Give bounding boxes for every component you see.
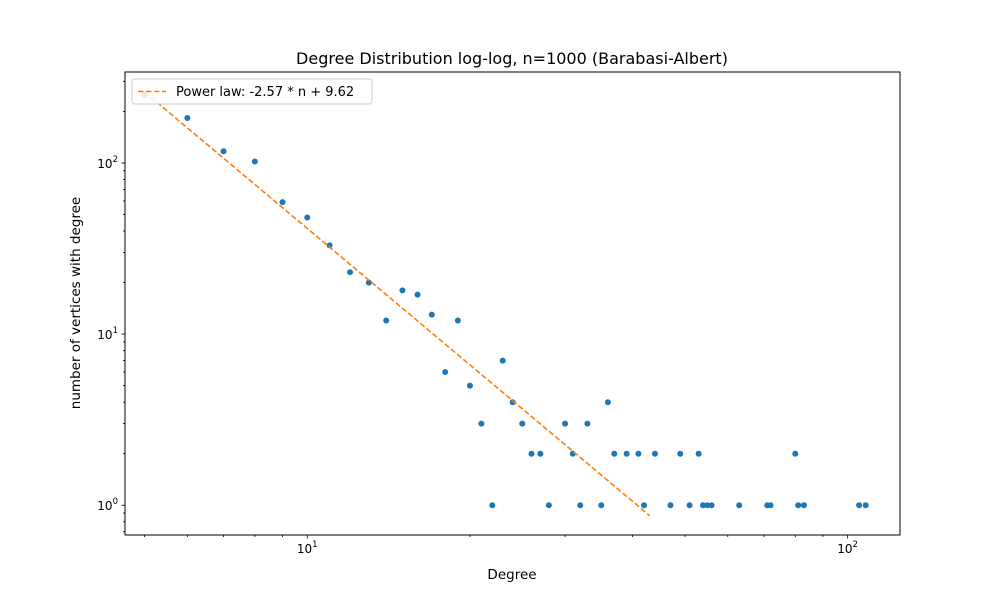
data-point [695,450,702,457]
data-point [251,158,258,165]
x-tick-label: 101 [297,540,318,556]
data-point [635,450,642,457]
data-point [399,287,406,294]
data-point [220,148,227,155]
data-point [365,279,372,286]
power-law-fit-line [144,91,651,517]
data-point [466,382,473,389]
data-point [454,317,461,324]
data-point [767,502,774,509]
data-point [442,369,449,376]
data-point [800,502,807,509]
data-point [700,502,707,509]
data-point [545,502,552,509]
axes-frame [124,71,901,536]
legend-entry-power-law: Power law: -2.57 * n + 9.62 [176,85,354,100]
data-point [708,502,715,509]
data-point [383,317,390,324]
data-point [667,502,674,509]
data-point [856,502,863,509]
y-tick-label: 101 [97,326,118,342]
data-point [519,420,526,427]
data-point [677,450,684,457]
y-axis-label: number of vertices with degree [68,197,84,409]
data-point [489,502,496,509]
data-point [736,502,743,509]
legend-box [131,78,373,105]
chart-title: Degree Distribution log-log, n=1000 (Bar… [296,49,728,68]
data-point [641,502,648,509]
data-point [795,502,802,509]
data-point [537,450,544,457]
data-point [686,502,693,509]
data-point [792,450,799,457]
data-point [184,115,191,122]
data-point [279,199,286,206]
data-point [604,399,611,406]
data-point [584,420,591,427]
data-point [428,311,435,318]
data-point [562,420,569,427]
data-point [509,399,516,406]
legend: Power law: -2.57 * n + 9.62 [131,78,373,105]
y-tick-label: 102 [97,155,118,171]
data-point [528,450,535,457]
data-point [598,502,605,509]
data-point [304,214,311,221]
data-point [577,502,584,509]
data-point [478,420,485,427]
data-point [651,450,658,457]
data-point [862,502,869,509]
data-point [499,357,506,364]
data-point [623,450,630,457]
data-point [704,502,711,509]
y-tick-label: 100 [97,497,118,513]
plot-area [141,91,869,517]
data-point [414,291,421,298]
x-tick-label: 102 [837,540,858,556]
axis-ticks: 101 102 100 101 102 [97,80,858,556]
x-axis-label: Degree [487,567,536,583]
data-point [347,269,354,276]
data-point [611,450,618,457]
